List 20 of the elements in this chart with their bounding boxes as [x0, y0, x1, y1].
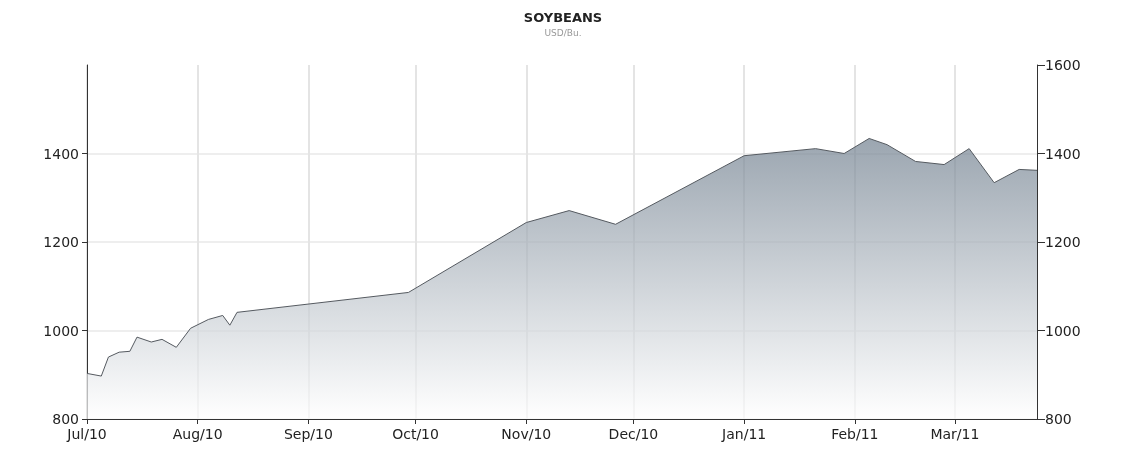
y2-tick-label: 1400: [1045, 145, 1081, 162]
chart-title: SOYBEANS: [523, 10, 603, 25]
y-tick-label: 1200: [43, 234, 79, 250]
y2-tick-label: 800: [1045, 411, 1072, 427]
y-tick-label: 800: [52, 411, 79, 427]
y-tick-label: 1000: [43, 322, 79, 339]
y2-tick-label: 1200: [1045, 234, 1081, 250]
x-tick-label: Nov/10: [501, 426, 552, 442]
x-tick-label: Oct/10: [392, 426, 439, 442]
x-tick-label: Dec/10: [608, 426, 659, 442]
x-tick-label: Mar/11: [930, 426, 980, 442]
y2-tick-label: 1600: [1045, 57, 1081, 73]
x-tick-label: Jan/11: [721, 426, 767, 442]
x-tick-label: Feb/11: [831, 426, 879, 442]
chart-subtitle: USD/Bu.: [544, 27, 582, 38]
y2-tick-label: 1000: [1045, 322, 1081, 339]
x-tick-label: Sep/10: [283, 426, 333, 442]
x-tick-label: Jul/10: [66, 426, 107, 442]
x-tick-label: Aug/10: [172, 426, 223, 442]
y-tick-label: 1400: [43, 145, 79, 162]
